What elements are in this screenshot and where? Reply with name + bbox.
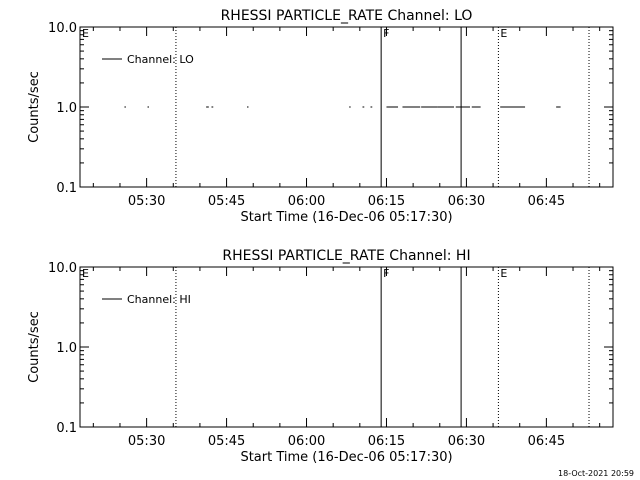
legend-label: Channel: HI (127, 293, 191, 306)
plot-frame (79, 266, 614, 428)
x-axis-label: Start Time (16-Dec-06 05:17:30) (240, 210, 452, 225)
x-tick-label: 06:00 (288, 434, 325, 449)
x-tick-label: 06:15 (368, 434, 405, 449)
y-tick-label: 0.1 (56, 181, 77, 196)
legend: Channel: HI (102, 293, 191, 306)
chart-panel-2: RHESSI PARTICLE_RATE Channel: HI 0.1 1.0 10… (27, 248, 614, 465)
x-tick-label: 06:15 (368, 194, 405, 209)
y-tick-label: 1.0 (56, 101, 77, 116)
event-marker-label: E (82, 267, 89, 280)
legend: Channel: LO (102, 53, 194, 66)
y-tick-label: 0.1 (56, 421, 77, 436)
x-tick-label: 06:00 (288, 194, 325, 209)
x-tick-label: 06:45 (528, 434, 565, 449)
x-tick-label: 05:30 (128, 194, 165, 209)
event-marker-label: E (500, 267, 507, 280)
y-tick-label: 10.0 (48, 261, 77, 276)
y-tick-label: 10.0 (48, 21, 77, 36)
x-tick-label: 06:45 (528, 194, 565, 209)
x-tick-label: 06:30 (448, 194, 485, 209)
y-axis-label: Counts/sec (27, 311, 42, 383)
legend-label: Channel: LO (127, 53, 194, 66)
event-marker-label: E (500, 27, 507, 40)
event-marker-label: E (82, 27, 89, 40)
y-tick-label: 1.0 (56, 341, 77, 356)
x-tick-label: 05:30 (128, 434, 165, 449)
x-tick-label: 06:30 (448, 434, 485, 449)
chart-panel-1: RHESSI PARTICLE_RATE Channel: LO 0.1 1.0 10… (27, 8, 614, 225)
generation-timestamp: 18-Oct-2021 20:59 (558, 469, 634, 478)
x-axis-label: Start Time (16-Dec-06 05:17:30) (240, 450, 452, 465)
chart-title: RHESSI PARTICLE_RATE Channel: HI (222, 248, 470, 264)
x-tick-label: 05:45 (208, 194, 245, 209)
event-marker-label: F (383, 267, 389, 280)
event-marker-label: F (383, 27, 389, 40)
chart-title: RHESSI PARTICLE_RATE Channel: LO (221, 8, 473, 24)
plot-frame (79, 26, 614, 188)
x-tick-label: 05:45 (208, 434, 245, 449)
y-axis-label: Counts/sec (27, 71, 42, 143)
